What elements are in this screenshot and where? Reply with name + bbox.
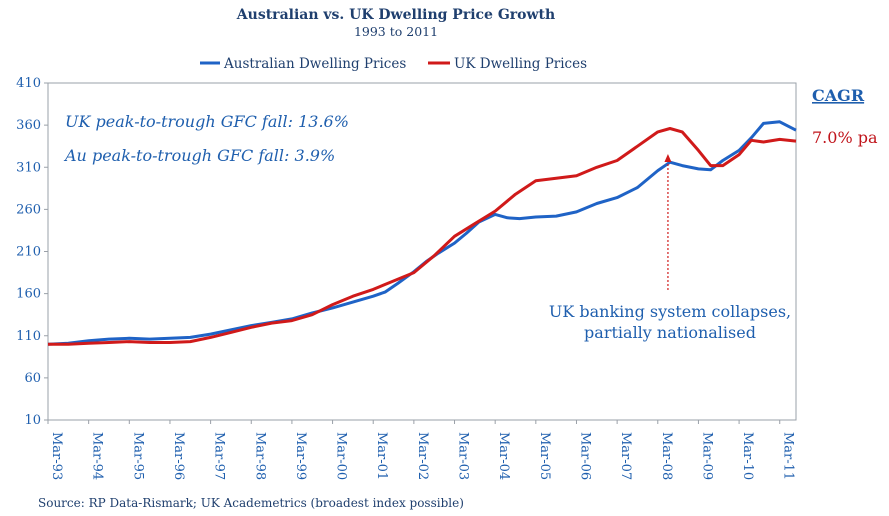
x-tick-label: Mar-05 — [537, 432, 552, 480]
legend: Australian Dwelling Prices UK Dwelling P… — [200, 56, 587, 72]
x-tick-label: Mar-08 — [659, 432, 674, 480]
y-tick-label: 110 — [16, 329, 41, 344]
x-tick-label: Mar-11 — [781, 432, 796, 480]
x-tick-label: Mar-93 — [49, 432, 64, 480]
y-tick-label: 210 — [16, 245, 41, 260]
event-annotation-line2: partially nationalised — [584, 323, 756, 342]
x-tick-label: Mar-03 — [456, 432, 471, 480]
y-tick-label: 10 — [24, 413, 41, 428]
y-tick-label: 60 — [24, 371, 41, 386]
x-tick-label: Mar-95 — [130, 432, 145, 480]
x-tick-label: Mar-00 — [334, 432, 349, 480]
series-line-uk — [48, 127, 797, 346]
x-tick-label: Mar-06 — [577, 432, 592, 480]
series-line-au — [47, 120, 797, 346]
y-tick-label: 410 — [16, 76, 41, 91]
series-layer — [47, 120, 797, 346]
cagr-value: 7.0% pa — [812, 128, 878, 147]
au-fall-note: Au peak-to-trough GFC fall: 3.9% — [63, 146, 335, 165]
x-tick-label: Mar-97 — [212, 432, 227, 480]
y-axis: 10 60 110 160 210 260 310 360 410 — [16, 76, 48, 428]
legend-label-au: Australian Dwelling Prices — [223, 56, 406, 72]
x-tick-label: Mar-01 — [374, 432, 389, 480]
x-tick-label: Mar-07 — [618, 432, 633, 480]
source-note: Source: RP Data-Rismark; UK Academetrics… — [38, 496, 464, 510]
legend-label-uk: UK Dwelling Prices — [454, 56, 587, 72]
y-tick-label: 260 — [16, 202, 41, 217]
chart-subtitle: 1993 to 2011 — [354, 24, 438, 39]
x-tick-label: Mar-10 — [740, 432, 755, 480]
x-tick-label: Mar-99 — [293, 432, 308, 480]
y-tick-label: 360 — [16, 118, 41, 133]
y-tick-label: 160 — [16, 287, 41, 302]
cagr-heading: CAGR — [812, 86, 865, 105]
chart-title: Australian vs. UK Dwelling Price Growth — [236, 7, 555, 23]
x-axis: Mar-93 Mar-94 Mar-95 Mar-96 Mar-97 Mar-98 Mar-… — [47, 420, 796, 480]
y-tick-label: 310 — [16, 160, 41, 175]
x-tick-label: Mar-94 — [90, 432, 105, 480]
x-tick-label: Mar-98 — [252, 432, 267, 480]
uk-fall-note: UK peak-to-trough GFC fall: 13.6% — [65, 112, 349, 131]
x-tick-label: Mar-02 — [415, 432, 430, 480]
x-tick-label: Mar-96 — [171, 432, 186, 480]
x-tick-label: Mar-09 — [699, 432, 714, 480]
event-arrow-head — [664, 154, 672, 162]
x-tick-label: Mar-04 — [496, 432, 511, 480]
event-annotation-line1: UK banking system collapses, — [549, 302, 791, 321]
